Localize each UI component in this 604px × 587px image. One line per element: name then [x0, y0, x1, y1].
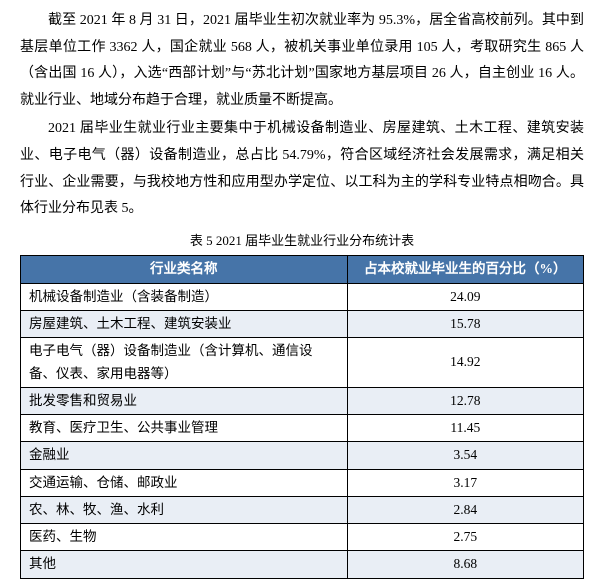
- table-caption: 表 5 2021 届毕业生就业行业分布统计表: [20, 229, 584, 254]
- table-row: 医药、生物2.75: [21, 524, 584, 551]
- cell-industry-name: 交通运输、仓储、邮政业: [21, 469, 348, 496]
- cell-percentage: 24.09: [347, 283, 583, 310]
- cell-percentage: 2.75: [347, 524, 583, 551]
- table-row: 其他8.68: [21, 551, 584, 578]
- cell-percentage: 8.68: [347, 551, 583, 578]
- cell-percentage: 15.78: [347, 310, 583, 337]
- table-row: 金融业3.54: [21, 442, 584, 469]
- table-row: 机械设备制造业（含装备制造）24.09: [21, 283, 584, 310]
- cell-industry-name: 医药、生物: [21, 524, 348, 551]
- col-header-percentage: 占本校就业毕业生的百分比（%）: [347, 256, 583, 283]
- table-body: 机械设备制造业（含装备制造）24.09房屋建筑、土木工程、建筑安装业15.78电…: [21, 283, 584, 578]
- cell-percentage: 12.78: [347, 387, 583, 414]
- cell-percentage: 3.17: [347, 469, 583, 496]
- cell-industry-name: 其他: [21, 551, 348, 578]
- table-row: 批发零售和贸易业12.78: [21, 387, 584, 414]
- table-header-row: 行业类名称 占本校就业毕业生的百分比（%）: [21, 256, 584, 283]
- industry-distribution-table: 行业类名称 占本校就业毕业生的百分比（%） 机械设备制造业（含装备制造）24.0…: [20, 255, 584, 578]
- table-row: 电子电气（器）设备制造业（含计算机、通信设备、仪表、家用电器等）14.92: [21, 338, 584, 388]
- paragraph-1: 截至 2021 年 8 月 31 日，2021 届毕业生初次就业率为 95.3%…: [20, 8, 584, 114]
- cell-industry-name: 教育、医疗卫生、公共事业管理: [21, 415, 348, 442]
- cell-industry-name: 金融业: [21, 442, 348, 469]
- cell-percentage: 11.45: [347, 415, 583, 442]
- cell-industry-name: 机械设备制造业（含装备制造）: [21, 283, 348, 310]
- col-header-industry: 行业类名称: [21, 256, 348, 283]
- cell-industry-name: 电子电气（器）设备制造业（含计算机、通信设备、仪表、家用电器等）: [21, 338, 348, 388]
- table-row: 交通运输、仓储、邮政业3.17: [21, 469, 584, 496]
- cell-percentage: 2.84: [347, 496, 583, 523]
- cell-industry-name: 农、林、牧、渔、水利: [21, 496, 348, 523]
- cell-industry-name: 批发零售和贸易业: [21, 387, 348, 414]
- table-row: 教育、医疗卫生、公共事业管理11.45: [21, 415, 584, 442]
- paragraph-2: 2021 届毕业生就业行业主要集中于机械设备制造业、房屋建筑、土木工程、建筑安装…: [20, 116, 584, 222]
- table-row: 房屋建筑、土木工程、建筑安装业15.78: [21, 310, 584, 337]
- cell-industry-name: 房屋建筑、土木工程、建筑安装业: [21, 310, 348, 337]
- table-row: 农、林、牧、渔、水利2.84: [21, 496, 584, 523]
- cell-percentage: 3.54: [347, 442, 583, 469]
- cell-percentage: 14.92: [347, 338, 583, 388]
